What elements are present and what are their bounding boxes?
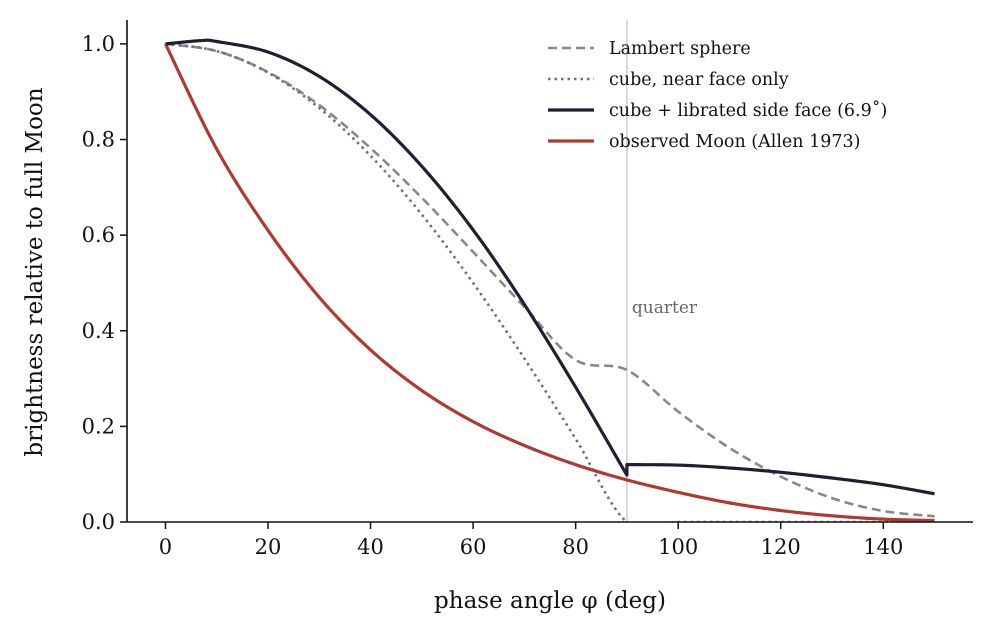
series-line-2 [164, 38, 935, 496]
legend-label-2: cube + librated side face (6.9˚) [609, 101, 887, 121]
quarter-annotation: quarter [632, 298, 698, 318]
y-tick-label: 0.8 [82, 128, 115, 152]
x-axis-label: phase angle φ (deg) [434, 588, 666, 614]
y-tick-label: 0.4 [82, 319, 115, 343]
x-tick-label: 60 [460, 535, 487, 559]
legend-label-3: observed Moon (Allen 1973) [609, 132, 861, 152]
x-tick-label: 100 [658, 535, 698, 559]
series-line-1 [165, 42, 935, 522]
series-line-3 [164, 43, 935, 522]
x-tick-label: 0 [159, 535, 172, 559]
x-tick-label: 80 [562, 535, 589, 559]
x-tick-label: 40 [357, 535, 384, 559]
x-tick-label: 20 [255, 535, 282, 559]
y-tick-label: 0.2 [82, 414, 115, 438]
y-tick-label: 1.0 [82, 32, 115, 56]
y-tick-label: 0.0 [82, 510, 115, 534]
legend: Lambert sphere cube, near face only cube +… [548, 39, 887, 152]
series-line-0 [165, 42, 935, 518]
legend-label-1: cube, near face only [609, 70, 789, 90]
x-tick-label: 120 [761, 535, 801, 559]
y-axis-label: brightness relative to full Moon [22, 87, 48, 456]
legend-label-0: Lambert sphere [609, 39, 751, 59]
x-tick-label: 140 [863, 535, 903, 559]
y-tick-label: 0.6 [82, 223, 115, 247]
